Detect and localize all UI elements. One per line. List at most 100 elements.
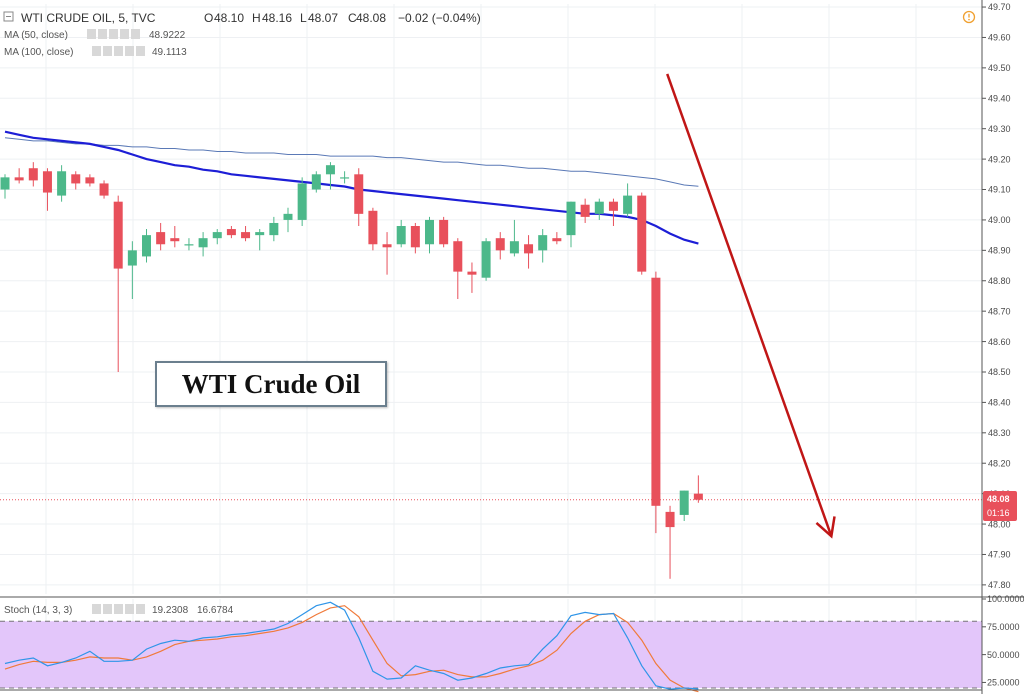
ma50-value: 48.9222 [149,30,186,41]
candle[interactable] [297,177,307,227]
candle[interactable] [283,207,293,233]
ma50-label[interactable]: MA (50, close) [4,30,68,41]
main-legend: WTI CRUDE OIL, 5, TVC O 48.10 H 48.16 L 48.07… [3,11,481,25]
candle[interactable] [269,216,279,242]
alert-circle-icon[interactable] [962,10,976,24]
candle[interactable] [85,174,95,187]
candle-body [241,232,251,239]
candle[interactable] [524,235,534,269]
candle[interactable] [0,174,10,199]
candle[interactable] [156,222,166,251]
ma50-legend-buttons[interactable] [87,29,140,39]
ma100-value: 49.1113 [152,47,187,58]
price-tag-countdown: 01:16 [987,508,1010,518]
price-tick-label: 49.20 [988,154,1011,164]
candle[interactable] [693,475,703,503]
candle[interactable] [198,232,208,257]
price-tick-label: 47.80 [988,580,1011,590]
candle-body [637,195,647,272]
candle[interactable] [325,162,335,190]
candle[interactable] [410,222,420,254]
candle[interactable] [495,232,505,260]
candle-body [184,244,194,246]
candle[interactable] [28,162,38,187]
candle[interactable] [453,238,463,299]
candle[interactable] [637,192,647,275]
candle[interactable] [396,219,406,248]
ohlc-value: 48.10 [214,11,244,25]
legend-symbol[interactable]: WTI CRUDE OIL, 5, TVC [21,11,156,25]
candle[interactable] [184,238,194,251]
candle-body [71,174,81,184]
candle[interactable] [113,195,123,372]
candle[interactable] [608,198,618,227]
candle[interactable] [57,165,67,202]
stoch-tick-label: 25.0000 [987,678,1020,688]
price-tick-label: 49.70 [988,2,1011,12]
candle[interactable] [481,238,491,281]
candle[interactable] [594,198,604,220]
candle[interactable] [509,219,519,257]
stoch-tick-label: 75.0000 [987,622,1020,632]
candle[interactable] [212,229,222,245]
stoch-label[interactable]: Stoch (14, 3, 3) [4,605,72,616]
candle-body [42,171,52,193]
stoch-lines [4,601,699,693]
ohlc-value: 48.08 [356,11,386,25]
stoch-k-value: 19.2308 [152,605,189,616]
ma50-legend: MA (50, close) 48.9222 [4,29,186,41]
candle[interactable] [71,171,81,190]
candle[interactable] [623,183,633,217]
candle[interactable] [566,201,576,248]
price-tick-label: 48.30 [988,428,1011,438]
candle[interactable] [170,226,180,248]
candles[interactable] [0,162,703,579]
candle[interactable] [665,505,675,579]
candle-body [453,241,463,272]
ma100-line [4,137,699,187]
candle-body [439,219,449,245]
candle-body [651,277,661,506]
price-tick-label: 48.40 [988,398,1011,408]
candle[interactable] [340,171,350,184]
stoch-legend-buttons[interactable] [92,604,145,614]
candle-body [467,271,477,275]
candle[interactable] [354,168,364,227]
candle[interactable] [311,171,321,193]
candle[interactable] [14,168,24,184]
candle[interactable] [552,232,562,245]
ma100-legend-buttons[interactable] [92,46,145,56]
candle[interactable] [439,216,449,248]
trend-arrow-head[interactable] [815,516,836,539]
candle-body [665,511,675,528]
collapse-square-icon[interactable] [3,11,14,22]
candle[interactable] [382,232,392,275]
candle[interactable] [679,490,689,522]
stoch-k-line [4,601,699,690]
trend-arrow[interactable] [666,73,836,539]
stoch-axis-ticks: 100.0000 75.0000 50.0000 25.0000 [982,594,1024,688]
candle-body [325,165,335,175]
ma100-label[interactable]: MA (100, close) [4,47,73,58]
candle[interactable] [425,216,434,254]
candle[interactable] [580,198,590,223]
candle-body [368,210,378,245]
candle[interactable] [241,226,251,242]
candle[interactable] [255,229,265,251]
candle[interactable] [226,226,236,239]
last-price-tag[interactable]: 48.08 01:16 [983,491,1017,521]
candle[interactable] [142,229,151,263]
legend-ohlc: O 48.10 H 48.16 L 48.07 C 48.08 [204,11,386,25]
candle[interactable] [467,262,477,293]
price-tick-label: 49.60 [988,33,1011,43]
candle[interactable] [368,207,378,251]
candle[interactable] [42,168,52,211]
candle[interactable] [127,241,137,299]
trend-arrow-shaft[interactable] [666,73,833,537]
candle[interactable] [651,271,661,534]
candle[interactable] [538,229,548,263]
candle[interactable] [99,180,109,199]
